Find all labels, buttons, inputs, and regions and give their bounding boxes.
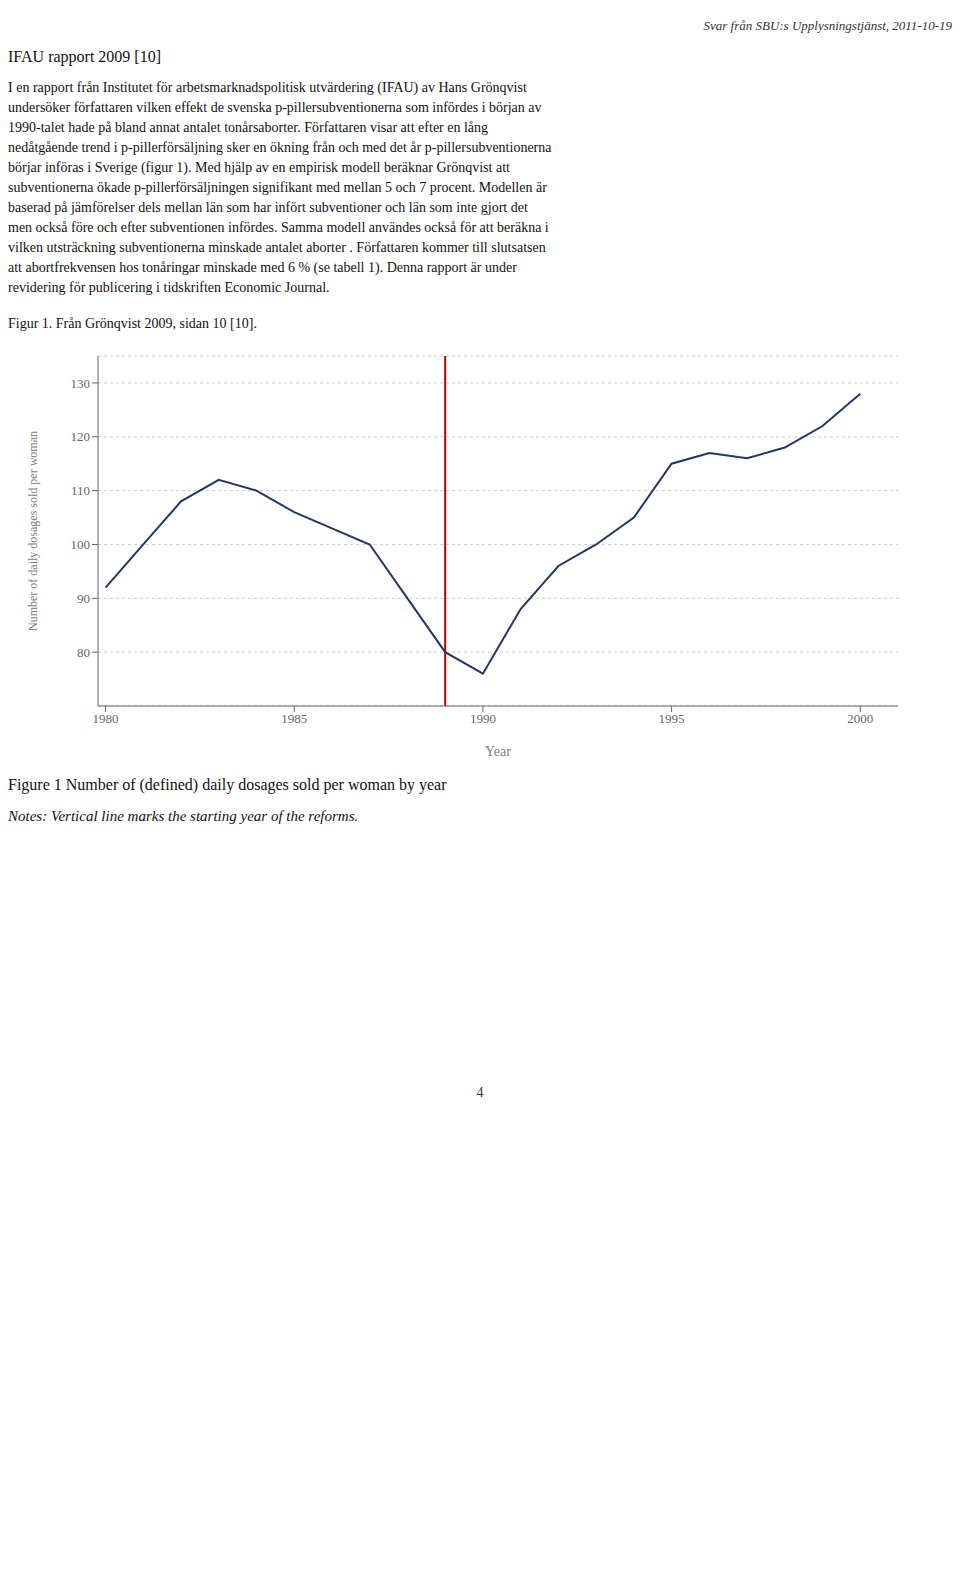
svg-text:1985: 1985	[281, 711, 307, 726]
html-text:subventionerna ökade p-pillerf: subventionerna ökade p-pillerförsäljning…	[8, 180, 547, 195]
html-text:baserad på jämförelser dels me: baserad på jämförelser dels mellan län s…	[8, 200, 528, 215]
svg-text:100: 100	[71, 537, 91, 552]
svg-text:90: 90	[77, 591, 90, 606]
html-text:4: 4	[476, 1085, 484, 1100]
svg-text:Year: Year	[485, 744, 511, 759]
html-text:att abortfrekvensen hos tonåri: att abortfrekvensen hos tonåringar minsk…	[8, 260, 517, 275]
svg-text:1980: 1980	[93, 711, 119, 726]
html-text:nedåtgående trend i p-pillerfö: nedåtgående trend i p-pillerförsäljning …	[8, 140, 552, 155]
html-text:Figur 1. Från Grönqvist 2009,: Figur 1. Från Grönqvist 2009, sidan 10 […	[8, 316, 257, 331]
html-text:I en rapport från Institutet f: I en rapport från Institutet för arbetsm…	[8, 80, 527, 95]
svg-text:120: 120	[71, 429, 91, 444]
svg-text:Number of daily dosages sold p: Number of daily dosages sold per woman	[26, 431, 40, 631]
html-text:undersöker författaren vilken: undersöker författaren vilken effekt de …	[8, 100, 542, 115]
html-text:1990-talet hade på bland annat: 1990-talet hade på bland annat antalet t…	[8, 120, 489, 135]
html-text:Notes: Vertical line marks the: Notes: Vertical line marks the starting …	[8, 808, 359, 824]
html-text:börjar införas i Sverige (figu: börjar införas i Sverige (figur 1). Med …	[8, 160, 510, 175]
html-text:Svar från SBU:s Upplysningstjä: Svar från SBU:s Upplysningstjänst, 2011-…	[703, 18, 952, 33]
svg-text:110: 110	[71, 483, 90, 498]
html-text:revidering för publicering i t: revidering för publicering i tidskriften…	[8, 280, 330, 295]
svg-text:2000: 2000	[847, 711, 873, 726]
html-text:IFAU rapport 2009 [10]: IFAU rapport 2009 [10]	[8, 48, 161, 65]
svg-text:1995: 1995	[659, 711, 685, 726]
svg-text:130: 130	[71, 376, 91, 391]
html-text:men också före och efter subve: men också före och efter subventionen in…	[8, 220, 549, 235]
svg-text:80: 80	[77, 645, 90, 660]
html-text:Figure 1 Number of (defined) d: Figure 1 Number of (defined) daily dosag…	[8, 776, 447, 793]
svg-text:1990: 1990	[470, 711, 496, 726]
html-text:vilken utsträckning subvention: vilken utsträckning subventionerna minsk…	[8, 240, 546, 255]
